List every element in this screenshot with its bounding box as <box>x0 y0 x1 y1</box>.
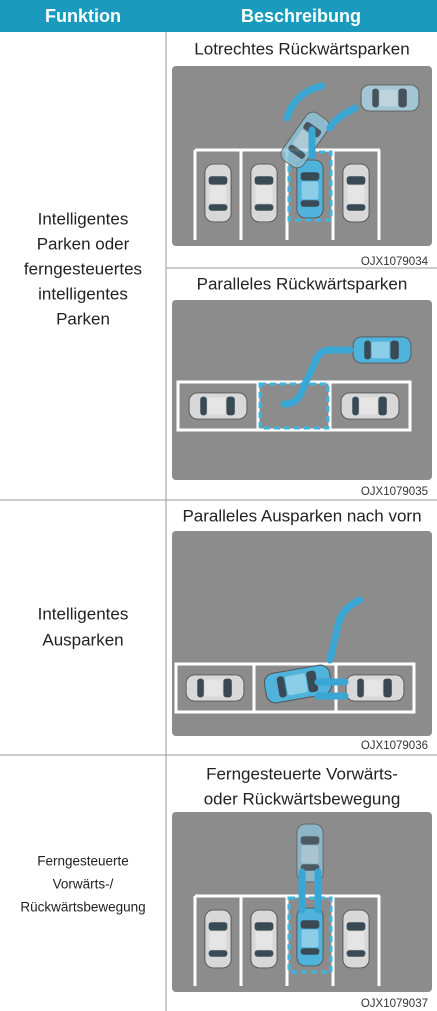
header-bar <box>0 0 437 32</box>
image-code: OJX1079035 <box>361 486 428 498</box>
function-text: Vorwärts-/ <box>53 877 114 892</box>
illustration <box>172 812 432 992</box>
header-cell: Funktion <box>45 6 121 26</box>
function-text: Intelligentes <box>38 604 129 623</box>
image-code: OJX1079037 <box>361 998 428 1010</box>
illustration <box>172 531 432 736</box>
function-text: Parken <box>56 309 110 328</box>
function-text: ferngesteuertes <box>24 259 142 278</box>
description-title: Paralleles Rückwärtsparken <box>197 274 408 293</box>
function-text: Ferngesteuerte <box>37 854 129 869</box>
function-text: Intelligentes <box>38 209 129 228</box>
description-title: Paralleles Ausparken nach vorn <box>182 506 421 525</box>
description-title: Lotrechtes Rückwärtsparken <box>194 39 409 58</box>
description-title: oder Rückwärtsbewegung <box>204 789 401 808</box>
illustration <box>172 300 432 480</box>
image-code: OJX1079034 <box>361 256 429 268</box>
function-text: intelligentes <box>38 284 128 303</box>
header-cell: Beschreibung <box>241 6 361 26</box>
function-text: Parken oder <box>37 234 130 253</box>
function-text: Rückwärtsbewegung <box>20 900 145 915</box>
description-title: Ferngesteuerte Vorwärts- <box>206 764 398 783</box>
function-text: Ausparken <box>42 630 123 649</box>
image-code: OJX1079036 <box>361 740 428 752</box>
illustration <box>172 66 432 246</box>
